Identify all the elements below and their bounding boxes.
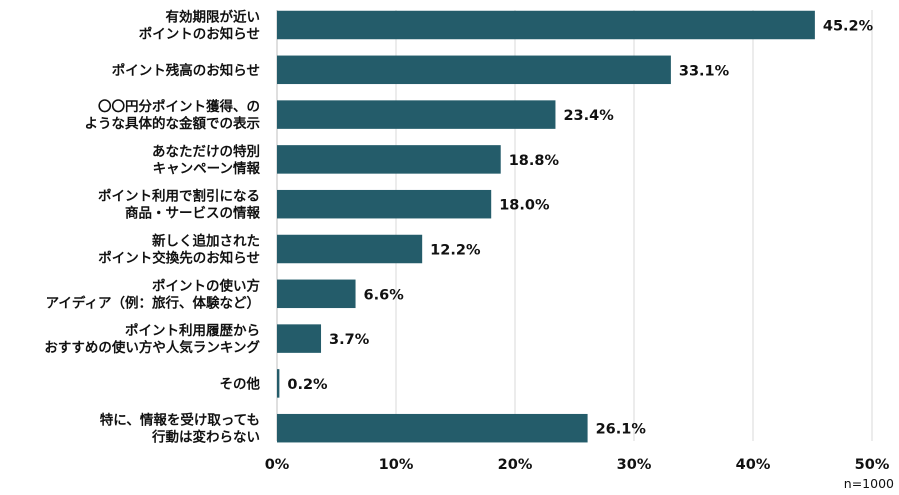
data-label: 18.0% xyxy=(499,198,550,214)
category-labels: 有効期限が近いポイントのお知らせポイント残高のお知らせ〇〇円分ポイント獲得、のよ… xyxy=(44,9,260,446)
bar xyxy=(277,145,501,174)
data-label: 45.2% xyxy=(823,19,874,35)
data-label: 23.4% xyxy=(563,108,614,124)
data-label: 26.1% xyxy=(596,422,647,438)
x-tick-label: 0% xyxy=(265,457,290,473)
data-label: 0.2% xyxy=(287,377,328,393)
bars xyxy=(277,10,815,443)
category-label: 特に、情報を受け取っても行動は変わらない xyxy=(100,412,260,446)
data-label: 3.7% xyxy=(329,332,370,348)
category-label: 有効期限が近いポイントのお知らせ xyxy=(139,9,260,43)
x-tick-label: 20% xyxy=(498,457,533,473)
category-label: 〇〇円分ポイント獲得、のような具体的な金額での表示 xyxy=(85,98,261,132)
x-tick-label: 10% xyxy=(379,457,414,473)
x-tick-label: 30% xyxy=(617,457,652,473)
data-label: 6.6% xyxy=(364,287,405,303)
bar xyxy=(277,279,356,309)
bar xyxy=(277,234,423,264)
category-label: ポイント利用で割引になる商品・サービスの情報 xyxy=(98,188,260,222)
bar xyxy=(277,324,322,353)
data-label: 18.8% xyxy=(509,153,560,169)
data-label: 33.1% xyxy=(679,63,730,79)
x-tick-label: 50% xyxy=(855,457,890,473)
bar xyxy=(277,100,556,129)
category-label: 新しく追加されたポイント交換先のお知らせ xyxy=(98,233,260,267)
sample-size-note: n=1000 xyxy=(844,476,894,491)
bar xyxy=(277,369,280,398)
bar xyxy=(277,10,815,40)
category-label: その他 xyxy=(220,375,261,392)
data-label: 12.2% xyxy=(430,243,481,259)
category-label: ポイントの使い方アイディア（例：旅行、体験など） xyxy=(46,277,260,311)
category-label: あなただけの特別キャンペーン情報 xyxy=(152,143,260,177)
category-label: ポイント残高のお知らせ xyxy=(112,62,260,79)
x-axis-tick-labels: 0% 10% 20% 30% 40% 50% xyxy=(265,457,890,473)
bar xyxy=(277,189,492,219)
category-label: ポイント利用履歴からおすすめの使い方や人気ランキング xyxy=(44,322,260,356)
x-tick-label: 40% xyxy=(736,457,771,473)
bar xyxy=(277,413,588,443)
bar xyxy=(277,55,671,85)
value-labels: 45.2% 33.1% 23.4% 18.8% 18.0% 12.2% 6.6% 3.7% 0.… xyxy=(287,19,873,438)
